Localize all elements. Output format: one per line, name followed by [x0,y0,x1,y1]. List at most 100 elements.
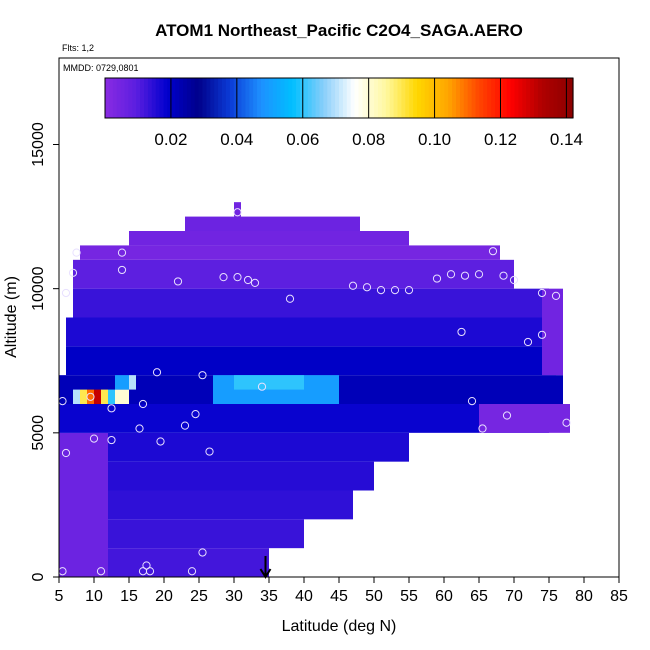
colorbar-segment-109 [530,78,535,118]
sample-point-28 [537,330,547,339]
colorbar-segment-56 [323,78,328,118]
heatmap-cell-10 [73,288,549,318]
x-tick-label-8: 45 [330,588,348,605]
colorbar-segment-97 [483,78,488,118]
colorbar-segment-102 [502,78,508,118]
colorbar-tick-label-6: 0.14 [550,130,583,149]
colorbar-segment-93 [467,78,473,118]
colorbar-segment-15 [163,78,168,118]
colorbar-segment-89 [452,78,457,118]
colorbar-segment-74 [393,78,399,118]
sample-point-26 [457,327,466,337]
colorbar-segment-30 [222,78,227,118]
colorbar-segment-12 [151,78,157,118]
sample-point-38 [250,278,260,287]
colorbar-segment-71 [381,78,387,118]
colorbar-segment-42 [268,78,274,118]
sample-point-24 [478,424,487,433]
sample-point-21 [257,382,267,391]
heatmap-cell-24 [101,389,108,404]
x-tick-label-6: 35 [260,588,278,605]
colorbar-segment-43 [272,78,278,118]
sample-point-40 [348,281,358,290]
colorbar-segment-45 [280,78,285,118]
colorbar-segment-47 [288,78,293,118]
colorbar-segment-79 [413,78,418,118]
heatmap-cell-19 [234,375,304,390]
x-axis: 5 10 15 20 25 30 35 40 45 50 55 60 65 70 75 80 85 [55,577,628,605]
sample-points [58,208,571,576]
colorbar-segment-75 [397,78,402,118]
colorbar-segment-39 [257,78,262,118]
y-tick-label-3: 15000 [30,122,47,167]
colorbar-segment-76 [401,78,406,118]
x-tick-label-0: 5 [55,588,64,605]
colorbar-segment-98 [487,78,492,118]
colorbar-segment-111 [537,78,543,118]
heatmap-cell-8 [66,346,556,376]
colorbar-segment-66 [362,78,367,118]
sample-point-47 [460,271,470,280]
sample-point-33 [117,265,127,275]
colorbar-segment-26 [206,78,211,118]
colorbar-segment-54 [315,78,321,118]
sample-point-12 [180,421,190,430]
colorbar-segment-48 [292,78,297,118]
sample-point-35 [219,273,228,282]
heatmap-cell-5 [59,432,108,577]
latitude-arrow-marker [259,556,272,579]
sample-point-16 [138,399,148,409]
sample-point-34 [173,277,183,286]
colorbar-segment-31 [225,78,231,118]
heatmap-cell-14 [185,216,360,231]
x-tick-label-5: 30 [225,588,243,605]
sample-point-3 [145,567,155,576]
colorbar-segment-20 [183,78,188,118]
colorbar-tick-label-2: 0.06 [286,130,319,149]
sample-point-48 [474,270,484,279]
colorbar-segment-58 [331,78,336,118]
colorbar-segment-44 [276,78,282,118]
sample-point-30 [68,268,78,277]
sample-point-18 [86,392,95,401]
sample-point-15 [107,404,116,413]
colorbar-segment-33 [233,78,239,118]
colorbar: 0.02 0.04 0.06 0.08 0.10 0.12 0.14 [104,77,583,149]
colorbar-segment-6 [128,78,133,118]
chart-title: ATOM1 Northeast_Pacific C2O4_SAGA.AERO [155,21,523,40]
sample-point-25 [562,418,571,427]
y-axis-label: Altitude (m) [3,276,20,358]
colorbar-segment-90 [456,78,461,118]
colorbar-segment-0 [105,78,110,118]
sample-point-52 [537,288,547,298]
colorbar-tick-label-3: 0.08 [352,130,385,149]
x-tick-label-1: 10 [85,588,103,605]
heatmap-cell-6 [59,404,549,433]
x-tick-label-4: 25 [190,588,208,605]
colorbar-frame [104,77,574,119]
heatmap-cell-3 [59,461,374,491]
sample-point-53 [551,291,561,300]
colorbar-segment-7 [132,78,137,118]
sample-point-22 [467,397,477,406]
x-tick-label-13: 70 [505,588,523,605]
heatmap-cell-21 [80,389,87,404]
colorbar-segment-38 [253,78,258,118]
y-tick-label-1: 5000 [30,415,47,451]
sample-point-54 [233,208,242,217]
x-tick-label-16: 85 [610,588,628,605]
sample-point-27 [523,337,533,347]
colorbar-segment-17 [171,78,176,118]
sample-point-46 [446,270,456,279]
colorbar-segment-70 [378,78,383,118]
colorbar-segment-52 [307,78,313,118]
colorbar-segment-86 [440,78,445,118]
colorbar-segment-34 [237,78,243,118]
colorbar-segment-21 [186,78,192,118]
x-axis-label: Latitude (deg N) [282,618,397,635]
colorbar-segment-87 [444,78,449,118]
colorbar-segment-80 [417,78,422,118]
heatmap-cell-25 [108,389,115,404]
colorbar-segment-112 [541,78,547,118]
sample-point-32 [117,248,127,257]
